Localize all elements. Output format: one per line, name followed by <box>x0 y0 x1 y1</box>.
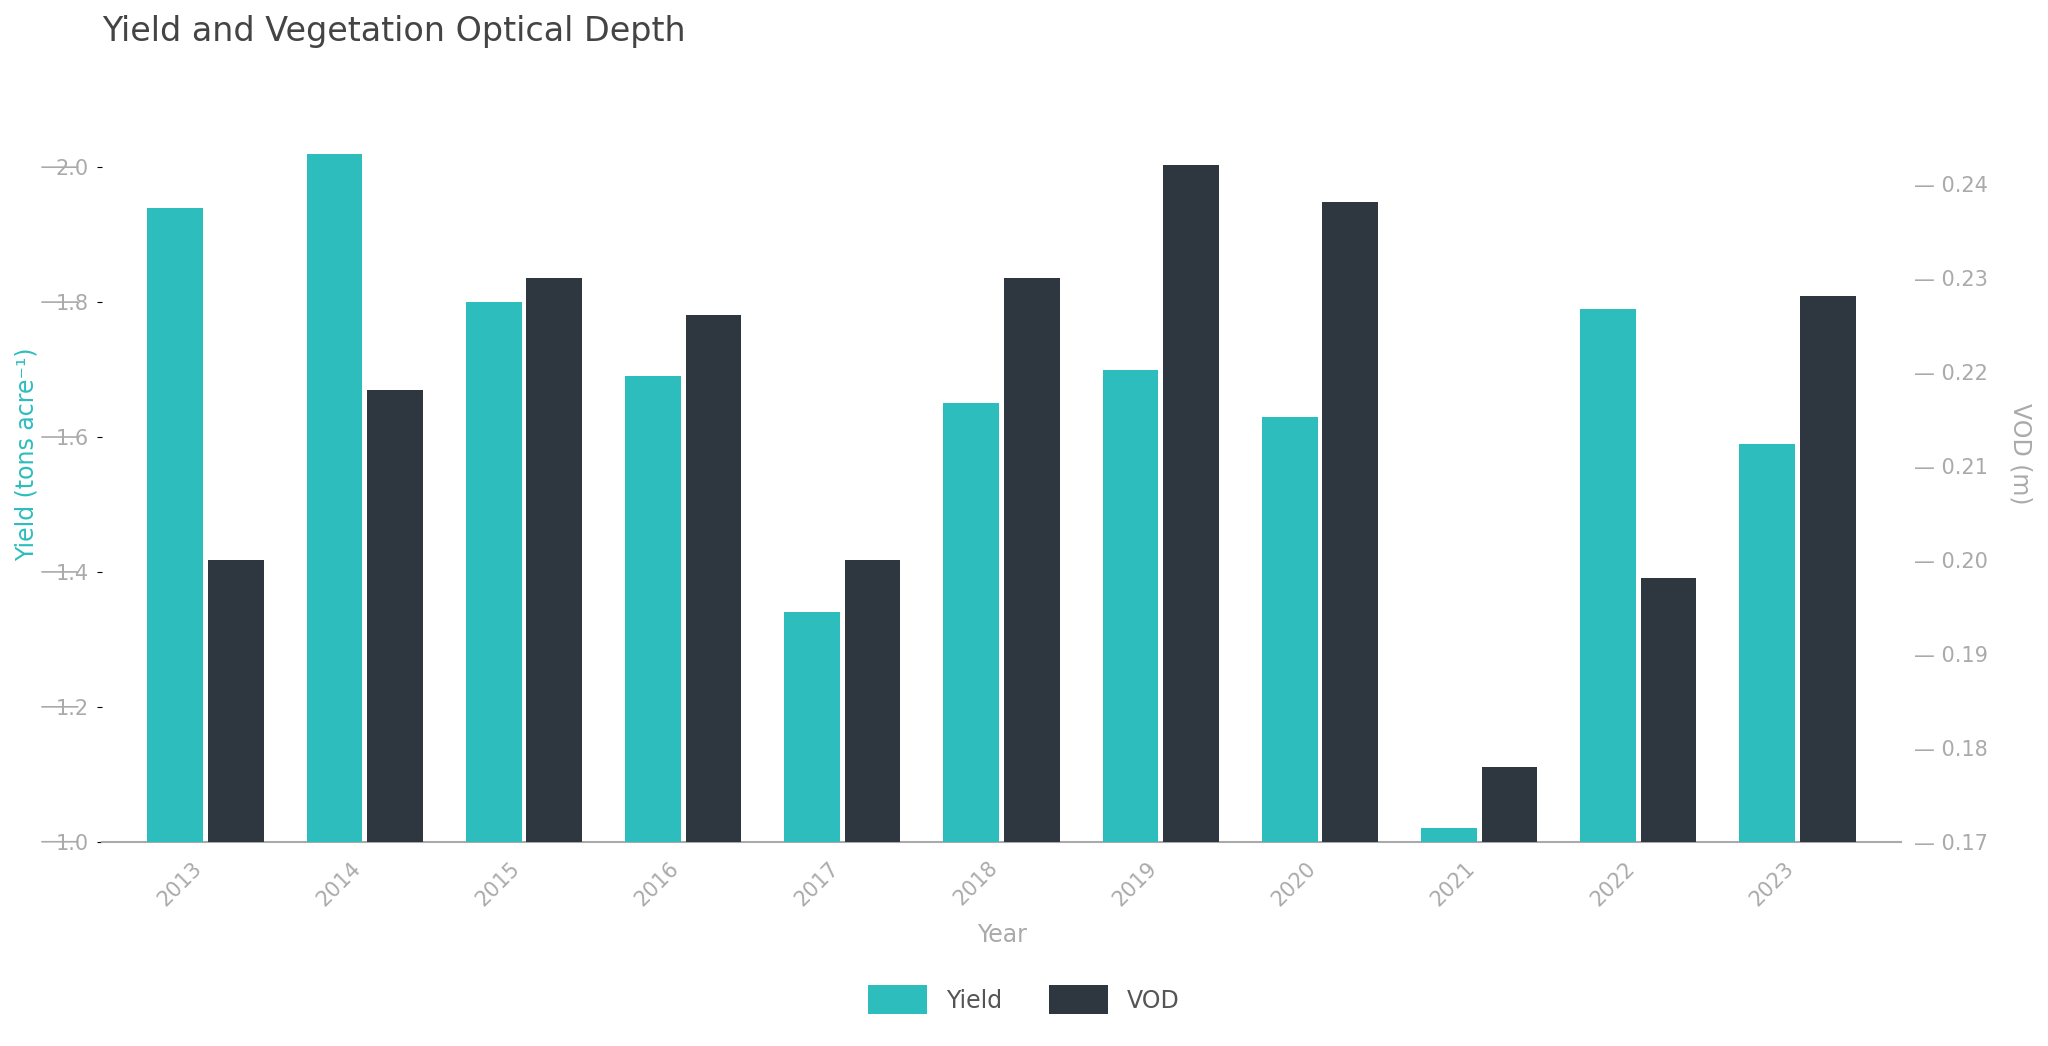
Bar <box>1262 416 1317 1046</box>
Y-axis label: Yield (tons acre⁻¹): Yield (tons acre⁻¹) <box>14 347 39 561</box>
Bar <box>465 302 522 1046</box>
Bar <box>1421 828 1477 1046</box>
Bar <box>1163 164 1219 1046</box>
Bar <box>526 277 582 1046</box>
Bar <box>784 612 840 1046</box>
Bar <box>944 404 999 1046</box>
Bar <box>209 560 264 1046</box>
Y-axis label: VOD (m): VOD (m) <box>2009 403 2034 504</box>
Bar <box>367 390 422 1046</box>
Bar <box>686 315 741 1046</box>
Text: Yield and Vegetation Optical Depth: Yield and Vegetation Optical Depth <box>102 15 686 48</box>
Legend: Yield, VOD: Yield, VOD <box>858 976 1190 1024</box>
Bar <box>1323 202 1378 1046</box>
Bar <box>147 208 203 1046</box>
Bar <box>625 377 680 1046</box>
X-axis label: Year: Year <box>977 924 1026 948</box>
Bar <box>1004 277 1059 1046</box>
Bar <box>1481 767 1538 1046</box>
Bar <box>1739 444 1796 1046</box>
Bar <box>1640 578 1696 1046</box>
Bar <box>844 560 901 1046</box>
Bar <box>1102 369 1159 1046</box>
Bar <box>307 154 362 1046</box>
Bar <box>1800 296 1855 1046</box>
Bar <box>1581 309 1636 1046</box>
